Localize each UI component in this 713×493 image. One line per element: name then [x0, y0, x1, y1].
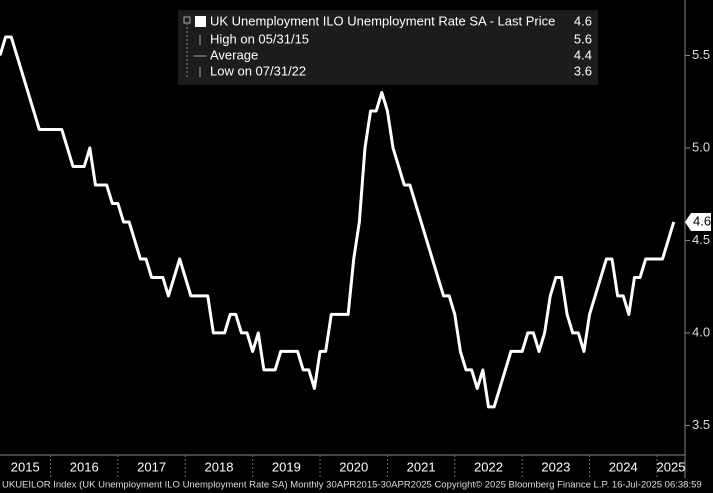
y-tick-label: 5.5: [692, 47, 710, 62]
x-tick-label: 2021: [407, 459, 436, 474]
x-tick-label: 2024: [609, 459, 638, 474]
legend-value: 4.4: [574, 47, 592, 62]
legend-label: Low on 07/31/22: [210, 63, 306, 78]
x-tick-label: 2015: [11, 459, 40, 474]
legend-value: 3.6: [574, 63, 592, 78]
legend-label: High on 05/31/15: [210, 31, 309, 46]
last-price-tag: [685, 212, 711, 231]
x-tick-label: 2017: [137, 459, 166, 474]
legend-box: [178, 10, 598, 85]
legend-title: UK Unemployment ILO Unemployment Rate SA…: [210, 13, 555, 28]
y-tick-label: 3.5: [692, 417, 710, 432]
y-tick-label: 5.0: [692, 139, 710, 154]
legend-last-price: 4.6: [574, 13, 592, 28]
x-tick-label: 2022: [474, 459, 503, 474]
legend: UK Unemployment ILO Unemployment Rate SA…: [178, 10, 598, 85]
x-tick-label: 2025: [657, 459, 686, 474]
x-tick-label: 2020: [339, 459, 368, 474]
y-tick-label: 4.5: [692, 232, 710, 247]
legend-swatch: [195, 16, 206, 27]
x-tick-label: 2019: [272, 459, 301, 474]
x-tick-label: 2018: [205, 459, 234, 474]
x-tick-label: 2016: [70, 459, 99, 474]
x-tick-label: 2023: [541, 459, 570, 474]
last-price-label: 4.6: [693, 213, 711, 228]
footer: UKUEILOR Index (UK Unemployment ILO Unem…: [2, 480, 702, 491]
legend-value: 5.6: [574, 31, 592, 46]
legend-label: Average: [210, 47, 258, 62]
y-tick-label: 4.0: [692, 324, 710, 339]
data-line: [0, 35, 676, 409]
